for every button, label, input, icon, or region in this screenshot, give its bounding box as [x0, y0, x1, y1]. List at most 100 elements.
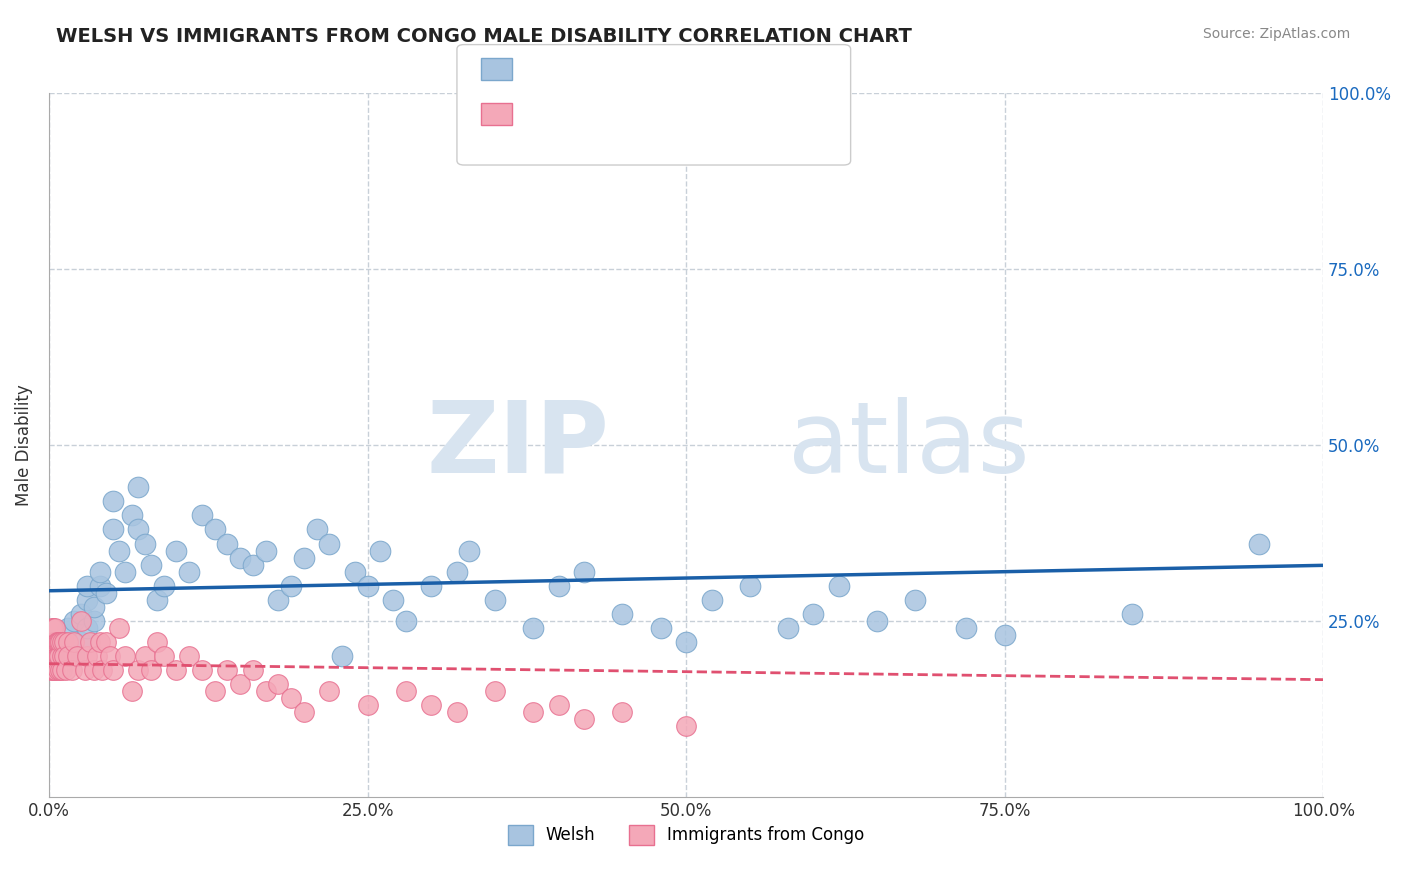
- Point: [96, 586, 118, 600]
- Point: [46, 635, 69, 649]
- Point: [101, 494, 124, 508]
- Point: [292, 550, 315, 565]
- Point: [42, 663, 65, 677]
- Point: [382, 592, 405, 607]
- Point: [165, 663, 187, 677]
- Point: [420, 698, 443, 713]
- Point: [280, 691, 302, 706]
- Point: [522, 621, 544, 635]
- Point: [420, 579, 443, 593]
- Point: [53, 649, 76, 664]
- Point: [1249, 536, 1271, 550]
- Point: [229, 677, 252, 691]
- Text: R = -0.081   N = 77: R = -0.081 N = 77: [523, 107, 686, 125]
- Point: [41, 649, 63, 664]
- Text: WELSH VS IMMIGRANTS FROM CONGO MALE DISABILITY CORRELATION CHART: WELSH VS IMMIGRANTS FROM CONGO MALE DISA…: [56, 27, 912, 45]
- Point: [267, 677, 290, 691]
- Point: [86, 649, 108, 664]
- Point: [318, 684, 340, 698]
- Point: [204, 523, 226, 537]
- Point: [904, 592, 927, 607]
- Point: [828, 579, 851, 593]
- Point: [254, 543, 277, 558]
- Point: [69, 607, 91, 621]
- Point: [612, 706, 634, 720]
- Point: [572, 565, 595, 579]
- Point: [41, 635, 63, 649]
- Point: [994, 628, 1017, 642]
- Point: [55, 663, 77, 677]
- Point: [700, 592, 723, 607]
- Point: [108, 543, 131, 558]
- Point: [484, 684, 506, 698]
- Point: [46, 649, 69, 664]
- Point: [572, 712, 595, 726]
- Point: [522, 706, 544, 720]
- Point: [98, 649, 121, 664]
- Point: [45, 649, 67, 664]
- Point: [139, 663, 162, 677]
- Point: [146, 635, 169, 649]
- Point: [83, 614, 105, 628]
- Point: [49, 635, 72, 649]
- Point: [612, 607, 634, 621]
- Point: [146, 592, 169, 607]
- Point: [127, 663, 149, 677]
- Point: [343, 565, 366, 579]
- Point: [63, 614, 86, 628]
- Point: [547, 698, 569, 713]
- Point: [165, 543, 187, 558]
- Point: [51, 635, 73, 649]
- Point: [134, 649, 156, 664]
- Point: [484, 592, 506, 607]
- Point: [127, 523, 149, 537]
- Point: [91, 663, 114, 677]
- Point: [547, 579, 569, 593]
- Point: [96, 635, 118, 649]
- Point: [76, 579, 98, 593]
- Point: [803, 607, 825, 621]
- Point: [127, 480, 149, 494]
- Point: [139, 558, 162, 572]
- Y-axis label: Male Disability: Male Disability: [15, 384, 32, 506]
- Point: [49, 663, 72, 677]
- Point: [42, 649, 65, 664]
- Text: Source: ZipAtlas.com: Source: ZipAtlas.com: [1202, 27, 1350, 41]
- Point: [191, 508, 214, 523]
- Point: [395, 684, 418, 698]
- Point: [242, 663, 264, 677]
- Point: [101, 523, 124, 537]
- Point: [63, 635, 86, 649]
- Point: [66, 649, 89, 664]
- Legend: Welsh, Immigrants from Congo: Welsh, Immigrants from Congo: [501, 818, 872, 852]
- Point: [42, 635, 65, 649]
- Point: [121, 684, 143, 698]
- Point: [121, 508, 143, 523]
- Point: [73, 663, 96, 677]
- Point: [69, 614, 91, 628]
- Point: [179, 565, 201, 579]
- Point: [356, 698, 378, 713]
- Point: [56, 621, 79, 635]
- Point: [39, 635, 62, 649]
- Point: [39, 663, 62, 677]
- Point: [114, 565, 136, 579]
- Point: [675, 635, 697, 649]
- Point: [738, 579, 761, 593]
- Text: ZIP: ZIP: [427, 397, 610, 493]
- Point: [42, 649, 65, 664]
- Point: [83, 599, 105, 614]
- Point: [955, 621, 977, 635]
- Point: [42, 621, 65, 635]
- Point: [76, 649, 98, 664]
- Point: [866, 614, 889, 628]
- Point: [675, 719, 697, 733]
- Point: [292, 706, 315, 720]
- Point: [305, 523, 328, 537]
- Point: [446, 706, 468, 720]
- Text: atlas: atlas: [787, 397, 1029, 493]
- Point: [152, 579, 174, 593]
- Point: [45, 635, 67, 649]
- Text: R =  0.154   N = 65: R = 0.154 N = 65: [523, 62, 685, 80]
- Point: [776, 621, 799, 635]
